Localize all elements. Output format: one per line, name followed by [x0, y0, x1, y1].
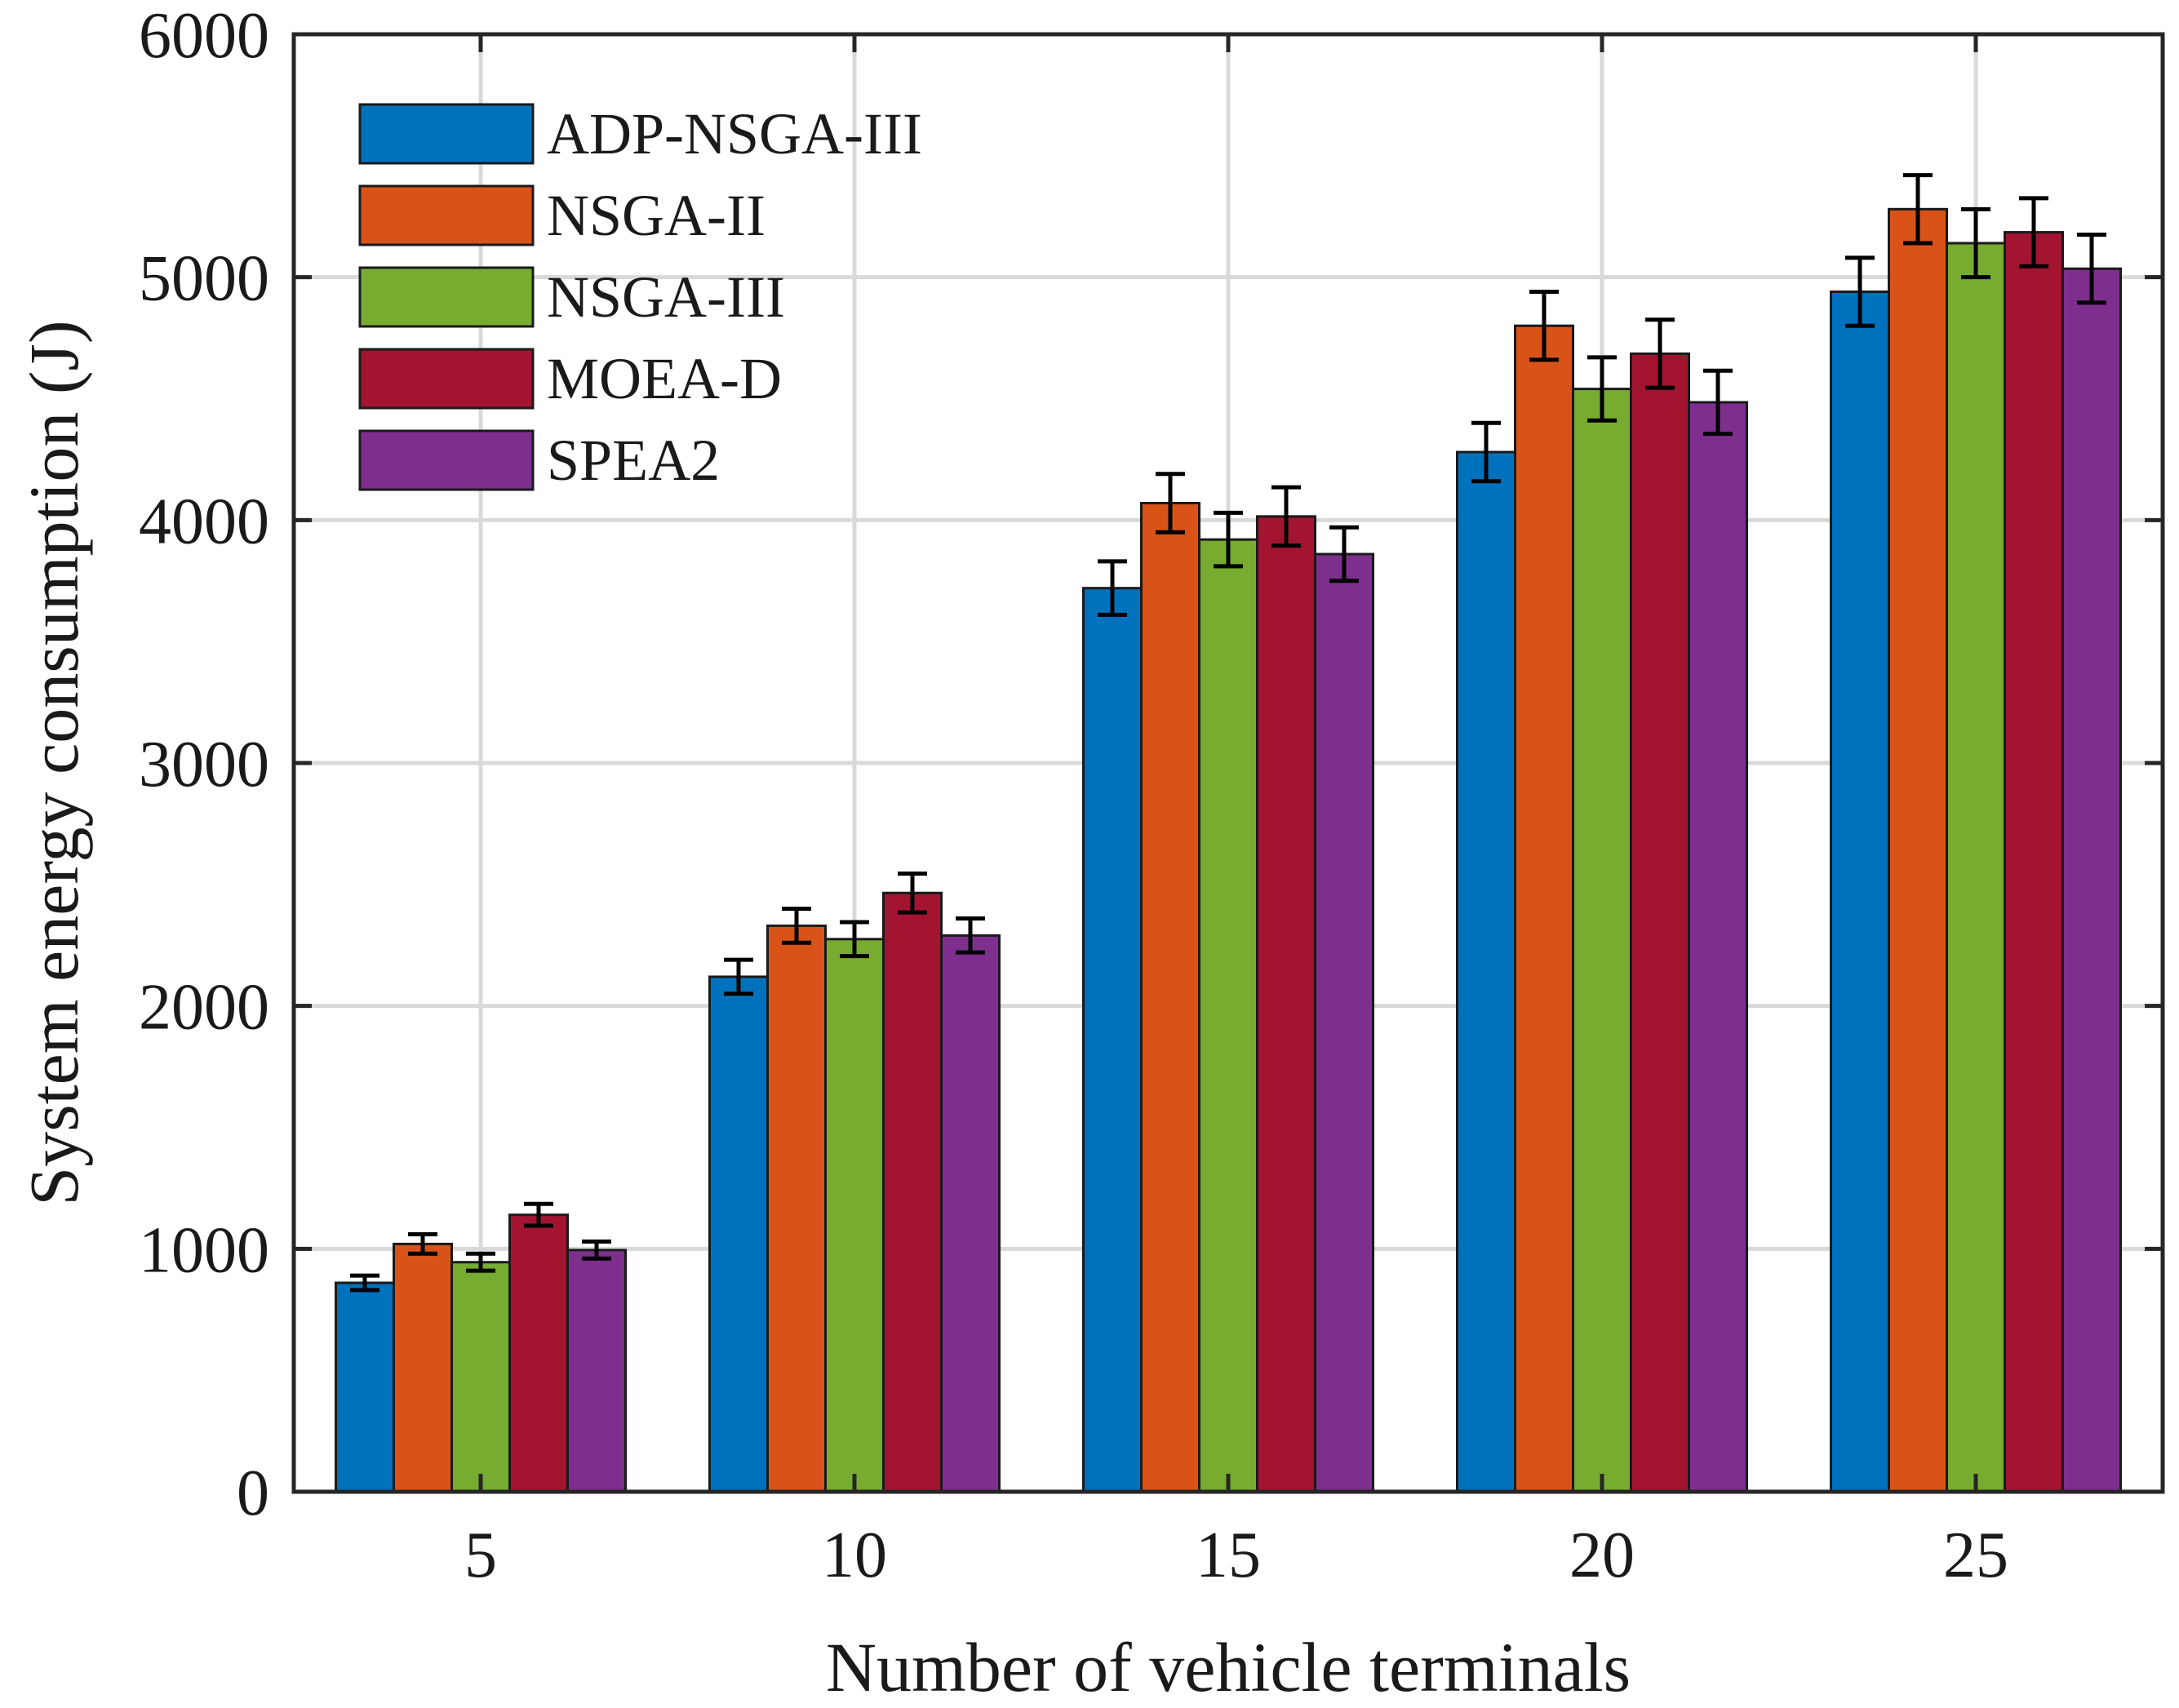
legend-label: NSGA-II	[547, 183, 766, 248]
x-tick-label: 5	[464, 1519, 497, 1591]
bar	[766, 924, 827, 1493]
y-tick-label: 1000	[139, 1214, 269, 1286]
bar	[1140, 501, 1200, 1493]
legend-swatch	[358, 348, 535, 410]
y-tick-label: 6000	[139, 0, 269, 72]
bar	[1314, 552, 1374, 1493]
bar	[508, 1213, 569, 1493]
bar	[2061, 267, 2122, 1493]
legend-swatch	[358, 103, 535, 165]
x-tick-label: 25	[1943, 1519, 2008, 1591]
bar	[2004, 231, 2064, 1493]
x-tick-label: 20	[1569, 1519, 1635, 1591]
bar	[393, 1242, 453, 1493]
bars-group	[335, 207, 2122, 1493]
bar	[1830, 291, 1890, 1493]
bar	[1456, 450, 1516, 1493]
x-tick-label: 15	[1196, 1519, 1261, 1591]
bar	[1688, 401, 1748, 1493]
y-axis-label: System energy consumption (J)	[15, 320, 93, 1205]
bar	[1082, 587, 1143, 1493]
bar	[1514, 324, 1574, 1493]
bar	[335, 1281, 395, 1493]
y-tick-label: 2000	[139, 972, 269, 1044]
x-axis-label: Number of vehicle terminals	[826, 1628, 1631, 1706]
legend-swatch	[358, 266, 535, 328]
bar	[1572, 388, 1632, 1493]
legend-label: MOEA-D	[547, 346, 782, 411]
legend-label: SPEA2	[547, 428, 720, 493]
error-bars-group	[350, 173, 2106, 1293]
legend-label: NSGA-III	[547, 264, 785, 330]
legend-swatch	[358, 429, 535, 491]
bar	[1630, 352, 1690, 1493]
legend-label: ADP-NSGA-III	[547, 101, 922, 166]
legend: ADP-NSGA-III NSGA-II NSGA-III MOEA-D SPEA2	[358, 101, 922, 493]
bar	[940, 934, 1001, 1493]
bar	[708, 975, 769, 1493]
y-tick-label: 4000	[139, 486, 269, 557]
bar	[1198, 538, 1258, 1493]
y-tick-label: 0	[237, 1457, 269, 1529]
bar	[824, 938, 885, 1493]
bar	[1256, 515, 1316, 1493]
bar	[1946, 242, 2006, 1493]
y-tick-label: 3000	[139, 729, 269, 801]
x-axis-ticks: 5 10 15 20 25	[464, 34, 2008, 1591]
bar	[882, 891, 943, 1493]
bar	[566, 1249, 627, 1493]
legend-swatch	[358, 184, 535, 246]
x-tick-label: 10	[822, 1519, 887, 1591]
bar	[1888, 207, 1948, 1493]
y-axis-ticks: 0 1000 2000 3000 4000 5000 6000	[139, 0, 2163, 1529]
y-tick-label: 5000	[139, 243, 269, 315]
bar	[450, 1261, 511, 1493]
